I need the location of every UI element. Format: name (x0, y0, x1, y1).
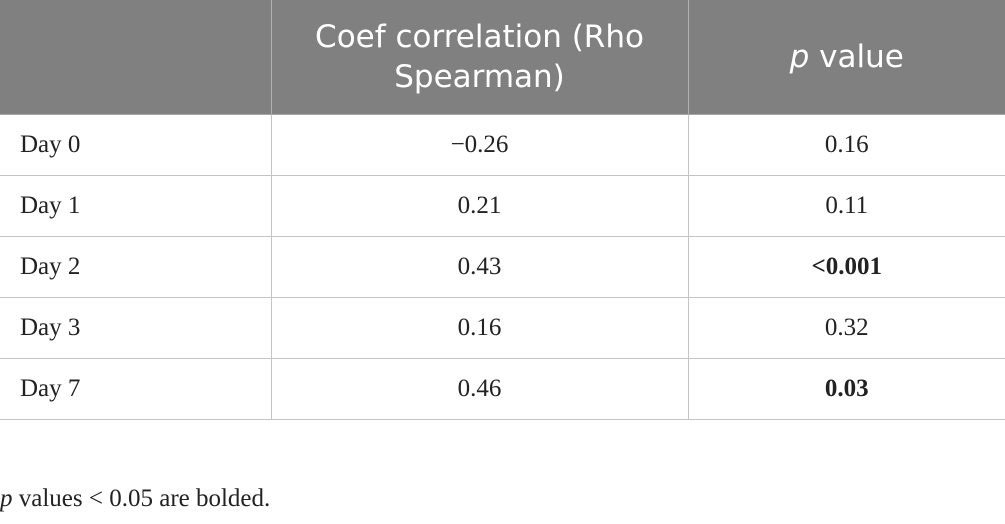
row-label: Day 3 (0, 297, 271, 359)
correlation-table-container: Coef correlation (Rho Spearman) p value … (0, 0, 1005, 420)
table-row: Day 2 0.43 <0.001 (0, 236, 1005, 298)
table-row: Day 0 −0.26 0.16 (0, 114, 1005, 176)
table-footnote: p values < 0.05 are bolded. (0, 484, 270, 514)
coef-value: 0.43 (270, 236, 688, 298)
header-p-value: p value (687, 0, 1005, 115)
footnote-text: values < 0.05 are bolded. (12, 485, 271, 512)
row-label: Day 2 (0, 236, 271, 298)
header-coef-correlation: Coef correlation (Rho Spearman) (270, 0, 688, 115)
p-value: 0.32 (687, 297, 1005, 359)
table-row: Day 7 0.46 0.03 (0, 358, 1005, 420)
p-value: 0.11 (687, 175, 1005, 237)
header-empty-cell (0, 0, 271, 115)
table-row: Day 3 0.16 0.32 (0, 297, 1005, 359)
coef-value: −0.26 (270, 114, 688, 176)
correlation-table: Coef correlation (Rho Spearman) p value … (0, 0, 1005, 420)
coef-value: 0.21 (270, 175, 688, 237)
coef-value: 0.16 (270, 297, 688, 359)
p-value: <0.001 (687, 236, 1005, 298)
coef-value: 0.46 (270, 358, 688, 420)
row-label: Day 0 (0, 114, 271, 176)
table-header-row: Coef correlation (Rho Spearman) p value (0, 0, 1005, 115)
footnote-italic-p: p (0, 485, 13, 512)
table-row: Day 1 0.21 0.11 (0, 175, 1005, 237)
row-label: Day 1 (0, 175, 271, 237)
row-label: Day 7 (0, 358, 271, 420)
p-value: 0.03 (687, 358, 1005, 420)
p-value: 0.16 (687, 114, 1005, 176)
